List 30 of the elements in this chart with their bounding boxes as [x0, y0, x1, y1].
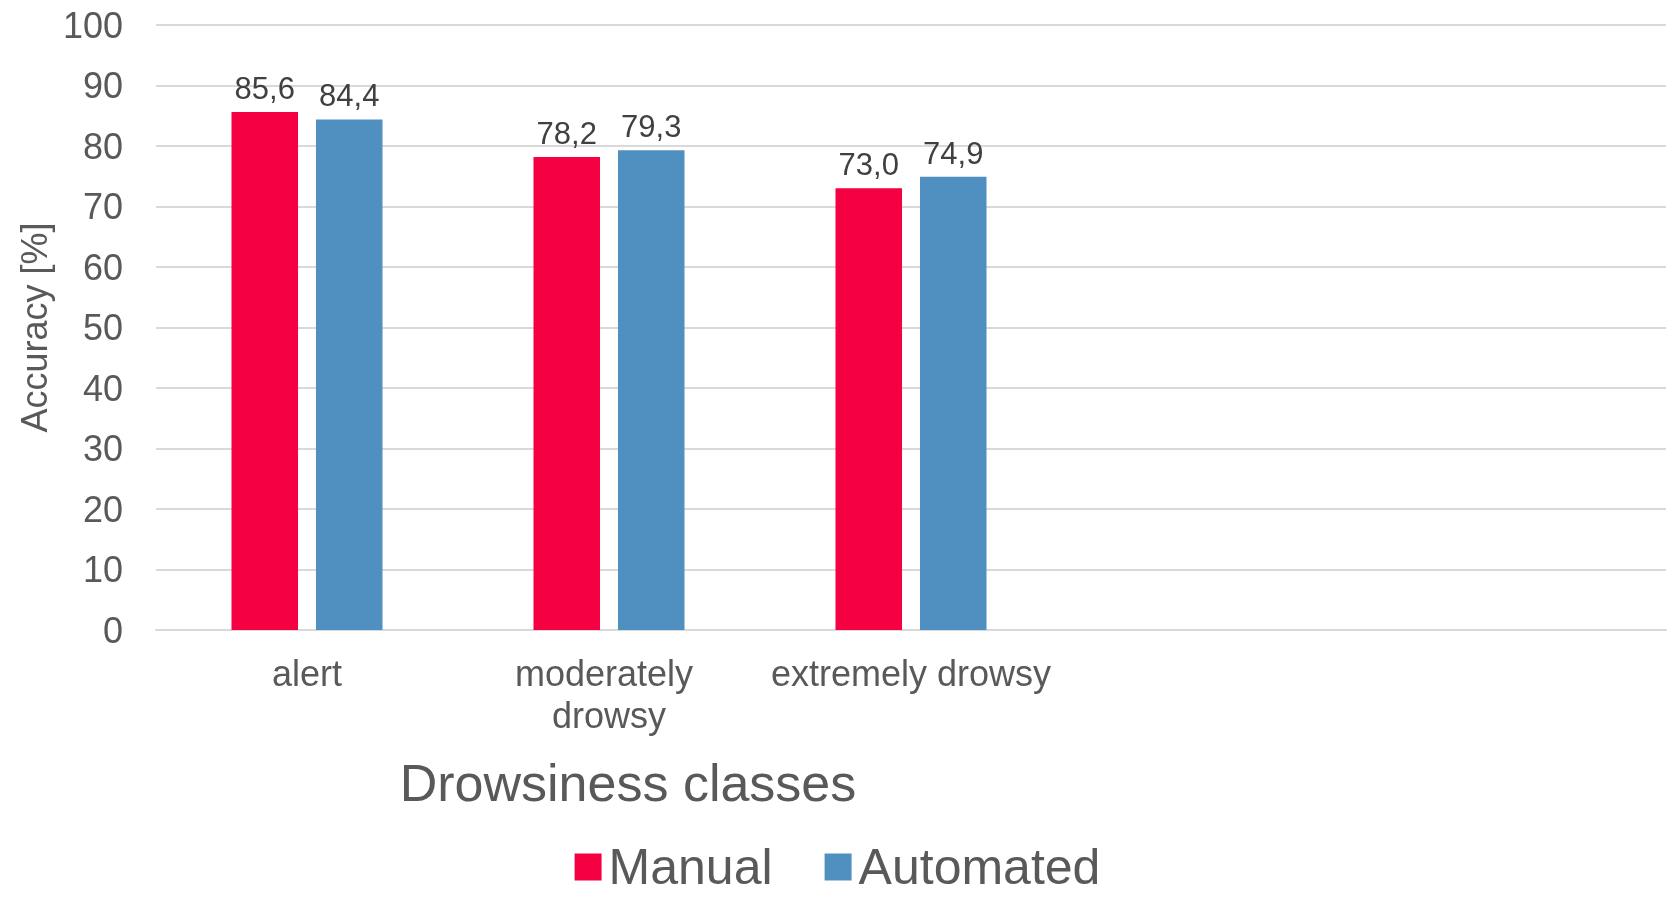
y-tick-label: 50 [82, 307, 123, 348]
data-label: 85,6 [234, 71, 295, 107]
y-tick-label: 100 [62, 4, 123, 46]
legend-label: Manual [608, 839, 773, 895]
data-label: 79,3 [621, 109, 682, 145]
y-axis-title: Accuracy [%] [13, 222, 55, 433]
y-tick-label: 0 [102, 609, 123, 651]
data-label: 73,0 [838, 147, 899, 183]
y-tick-label: 60 [82, 246, 123, 288]
x-tick-label: moderately drowsy [514, 652, 704, 736]
y-tick-label: 30 [82, 428, 123, 469]
y-tick-label: 40 [82, 367, 123, 409]
bar [835, 188, 903, 630]
y-tick-label: 80 [82, 125, 123, 167]
y-tick-label: 70 [82, 186, 123, 227]
data-label: 74,9 [923, 135, 984, 171]
y-tick-label: 10 [82, 549, 123, 590]
x-tick-label: alert [271, 652, 343, 694]
legend-label: Automated [858, 839, 1101, 895]
bar [315, 119, 383, 630]
bar [231, 112, 299, 630]
bar [919, 176, 987, 630]
y-tick-label: 20 [82, 488, 123, 530]
data-label: 78,2 [536, 115, 597, 151]
bar [533, 156, 601, 630]
x-axis-title: Drowsiness classes [399, 754, 857, 812]
bar [617, 150, 685, 630]
data-label: 84,4 [319, 78, 380, 114]
x-tick-label: extremely drowsy [770, 652, 1052, 694]
y-tick-label: 90 [82, 65, 123, 106]
